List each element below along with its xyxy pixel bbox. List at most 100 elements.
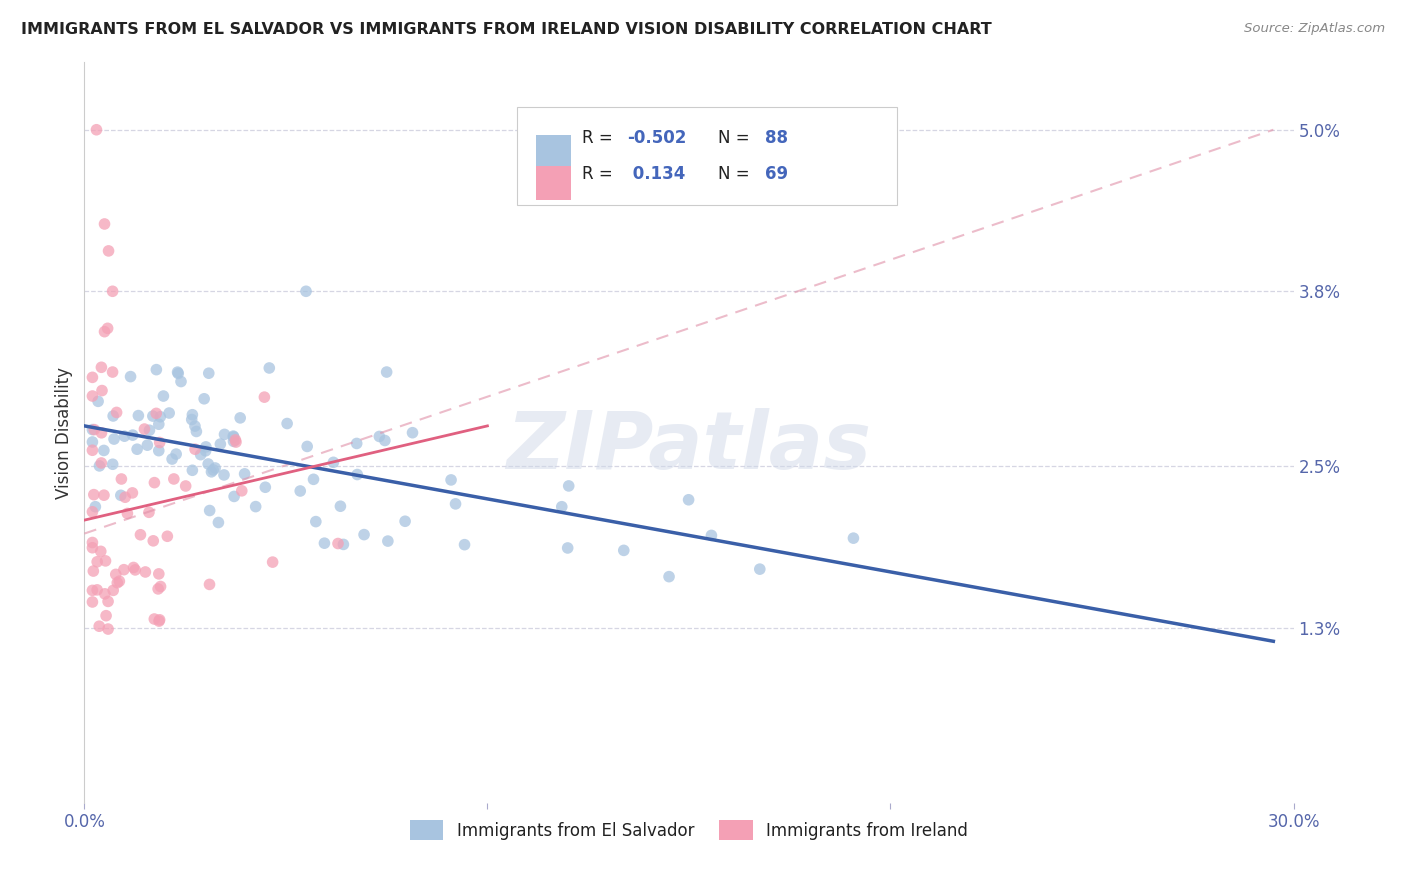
Point bbox=[253, 390, 276, 404]
Point bbox=[108, 574, 131, 589]
Point bbox=[557, 541, 579, 555]
Point bbox=[207, 516, 229, 530]
Point bbox=[143, 612, 166, 626]
Point bbox=[103, 432, 125, 446]
Point bbox=[82, 564, 104, 578]
Point bbox=[82, 505, 104, 519]
Text: IMMIGRANTS FROM EL SALVADOR VS IMMIGRANTS FROM IRELAND VISION DISABILITY CORRELA: IMMIGRANTS FROM EL SALVADOR VS IMMIGRANT… bbox=[21, 22, 991, 37]
Point bbox=[127, 409, 149, 423]
Point bbox=[198, 577, 221, 591]
Point bbox=[87, 394, 110, 409]
Point bbox=[700, 528, 723, 542]
Point bbox=[112, 563, 135, 577]
Point bbox=[194, 443, 217, 458]
Point bbox=[222, 430, 245, 444]
Point bbox=[89, 619, 111, 633]
Point bbox=[368, 429, 391, 443]
Point bbox=[97, 321, 120, 335]
Point bbox=[156, 529, 179, 543]
Point bbox=[82, 434, 104, 449]
Point bbox=[374, 434, 396, 448]
Y-axis label: Vision Disability: Vision Disability bbox=[55, 367, 73, 499]
Text: R =: R = bbox=[582, 165, 619, 183]
Point bbox=[394, 514, 416, 528]
Point bbox=[82, 389, 104, 403]
Point bbox=[551, 500, 574, 514]
Point bbox=[193, 392, 215, 406]
Point bbox=[194, 440, 217, 454]
Point bbox=[83, 488, 105, 502]
Point bbox=[149, 580, 172, 594]
Point bbox=[134, 565, 156, 579]
Point bbox=[302, 472, 325, 486]
Point bbox=[197, 366, 219, 380]
Point bbox=[82, 423, 104, 437]
Text: 88: 88 bbox=[765, 129, 787, 147]
Point bbox=[94, 554, 117, 568]
Point bbox=[91, 384, 114, 398]
Point bbox=[167, 367, 190, 381]
Point bbox=[181, 408, 204, 422]
Point bbox=[101, 365, 124, 379]
Point bbox=[97, 244, 120, 258]
Point bbox=[295, 285, 318, 299]
Point bbox=[184, 419, 207, 434]
Point bbox=[93, 217, 115, 231]
Point bbox=[94, 608, 117, 623]
Point bbox=[127, 442, 149, 457]
Point bbox=[114, 490, 136, 504]
Point bbox=[105, 405, 128, 419]
Point bbox=[148, 417, 170, 432]
Point bbox=[89, 458, 111, 473]
Point bbox=[160, 452, 183, 467]
Point bbox=[152, 389, 174, 403]
Point bbox=[166, 365, 188, 379]
Point bbox=[146, 582, 169, 596]
Point bbox=[86, 122, 108, 136]
Point bbox=[184, 442, 207, 457]
Point bbox=[305, 515, 328, 529]
Point bbox=[209, 437, 232, 451]
Point bbox=[148, 614, 170, 628]
Legend: Immigrants from El Salvador, Immigrants from Ireland: Immigrants from El Salvador, Immigrants … bbox=[404, 814, 974, 847]
Point bbox=[353, 527, 375, 541]
Text: -0.502: -0.502 bbox=[627, 129, 686, 147]
Point bbox=[142, 409, 165, 423]
Point bbox=[82, 443, 104, 458]
Point bbox=[93, 488, 115, 502]
Point bbox=[90, 360, 112, 375]
Point bbox=[149, 435, 172, 450]
Point bbox=[224, 490, 246, 504]
Text: Source: ZipAtlas.com: Source: ZipAtlas.com bbox=[1244, 22, 1385, 36]
Point bbox=[90, 544, 112, 558]
Point bbox=[233, 467, 256, 481]
Point bbox=[295, 439, 318, 453]
Point bbox=[180, 412, 202, 426]
Point bbox=[97, 594, 120, 608]
Point bbox=[254, 480, 277, 494]
Point bbox=[90, 425, 112, 440]
Point bbox=[224, 433, 246, 447]
Point bbox=[276, 417, 298, 431]
Point bbox=[163, 472, 186, 486]
Point bbox=[93, 443, 115, 458]
Point bbox=[322, 455, 344, 469]
Point bbox=[613, 543, 636, 558]
Point bbox=[198, 503, 221, 517]
Text: R =: R = bbox=[582, 129, 619, 147]
Point bbox=[444, 497, 467, 511]
Point bbox=[231, 483, 253, 498]
Point bbox=[82, 370, 104, 384]
Point bbox=[557, 479, 579, 493]
Point bbox=[748, 562, 770, 576]
Point bbox=[170, 375, 193, 389]
Point bbox=[259, 361, 281, 376]
Point bbox=[346, 436, 368, 450]
Point bbox=[104, 567, 127, 582]
Point bbox=[186, 425, 208, 439]
Point bbox=[149, 409, 172, 424]
Point bbox=[181, 463, 204, 477]
Point bbox=[329, 500, 352, 514]
Point bbox=[136, 438, 159, 452]
Point bbox=[142, 533, 165, 548]
